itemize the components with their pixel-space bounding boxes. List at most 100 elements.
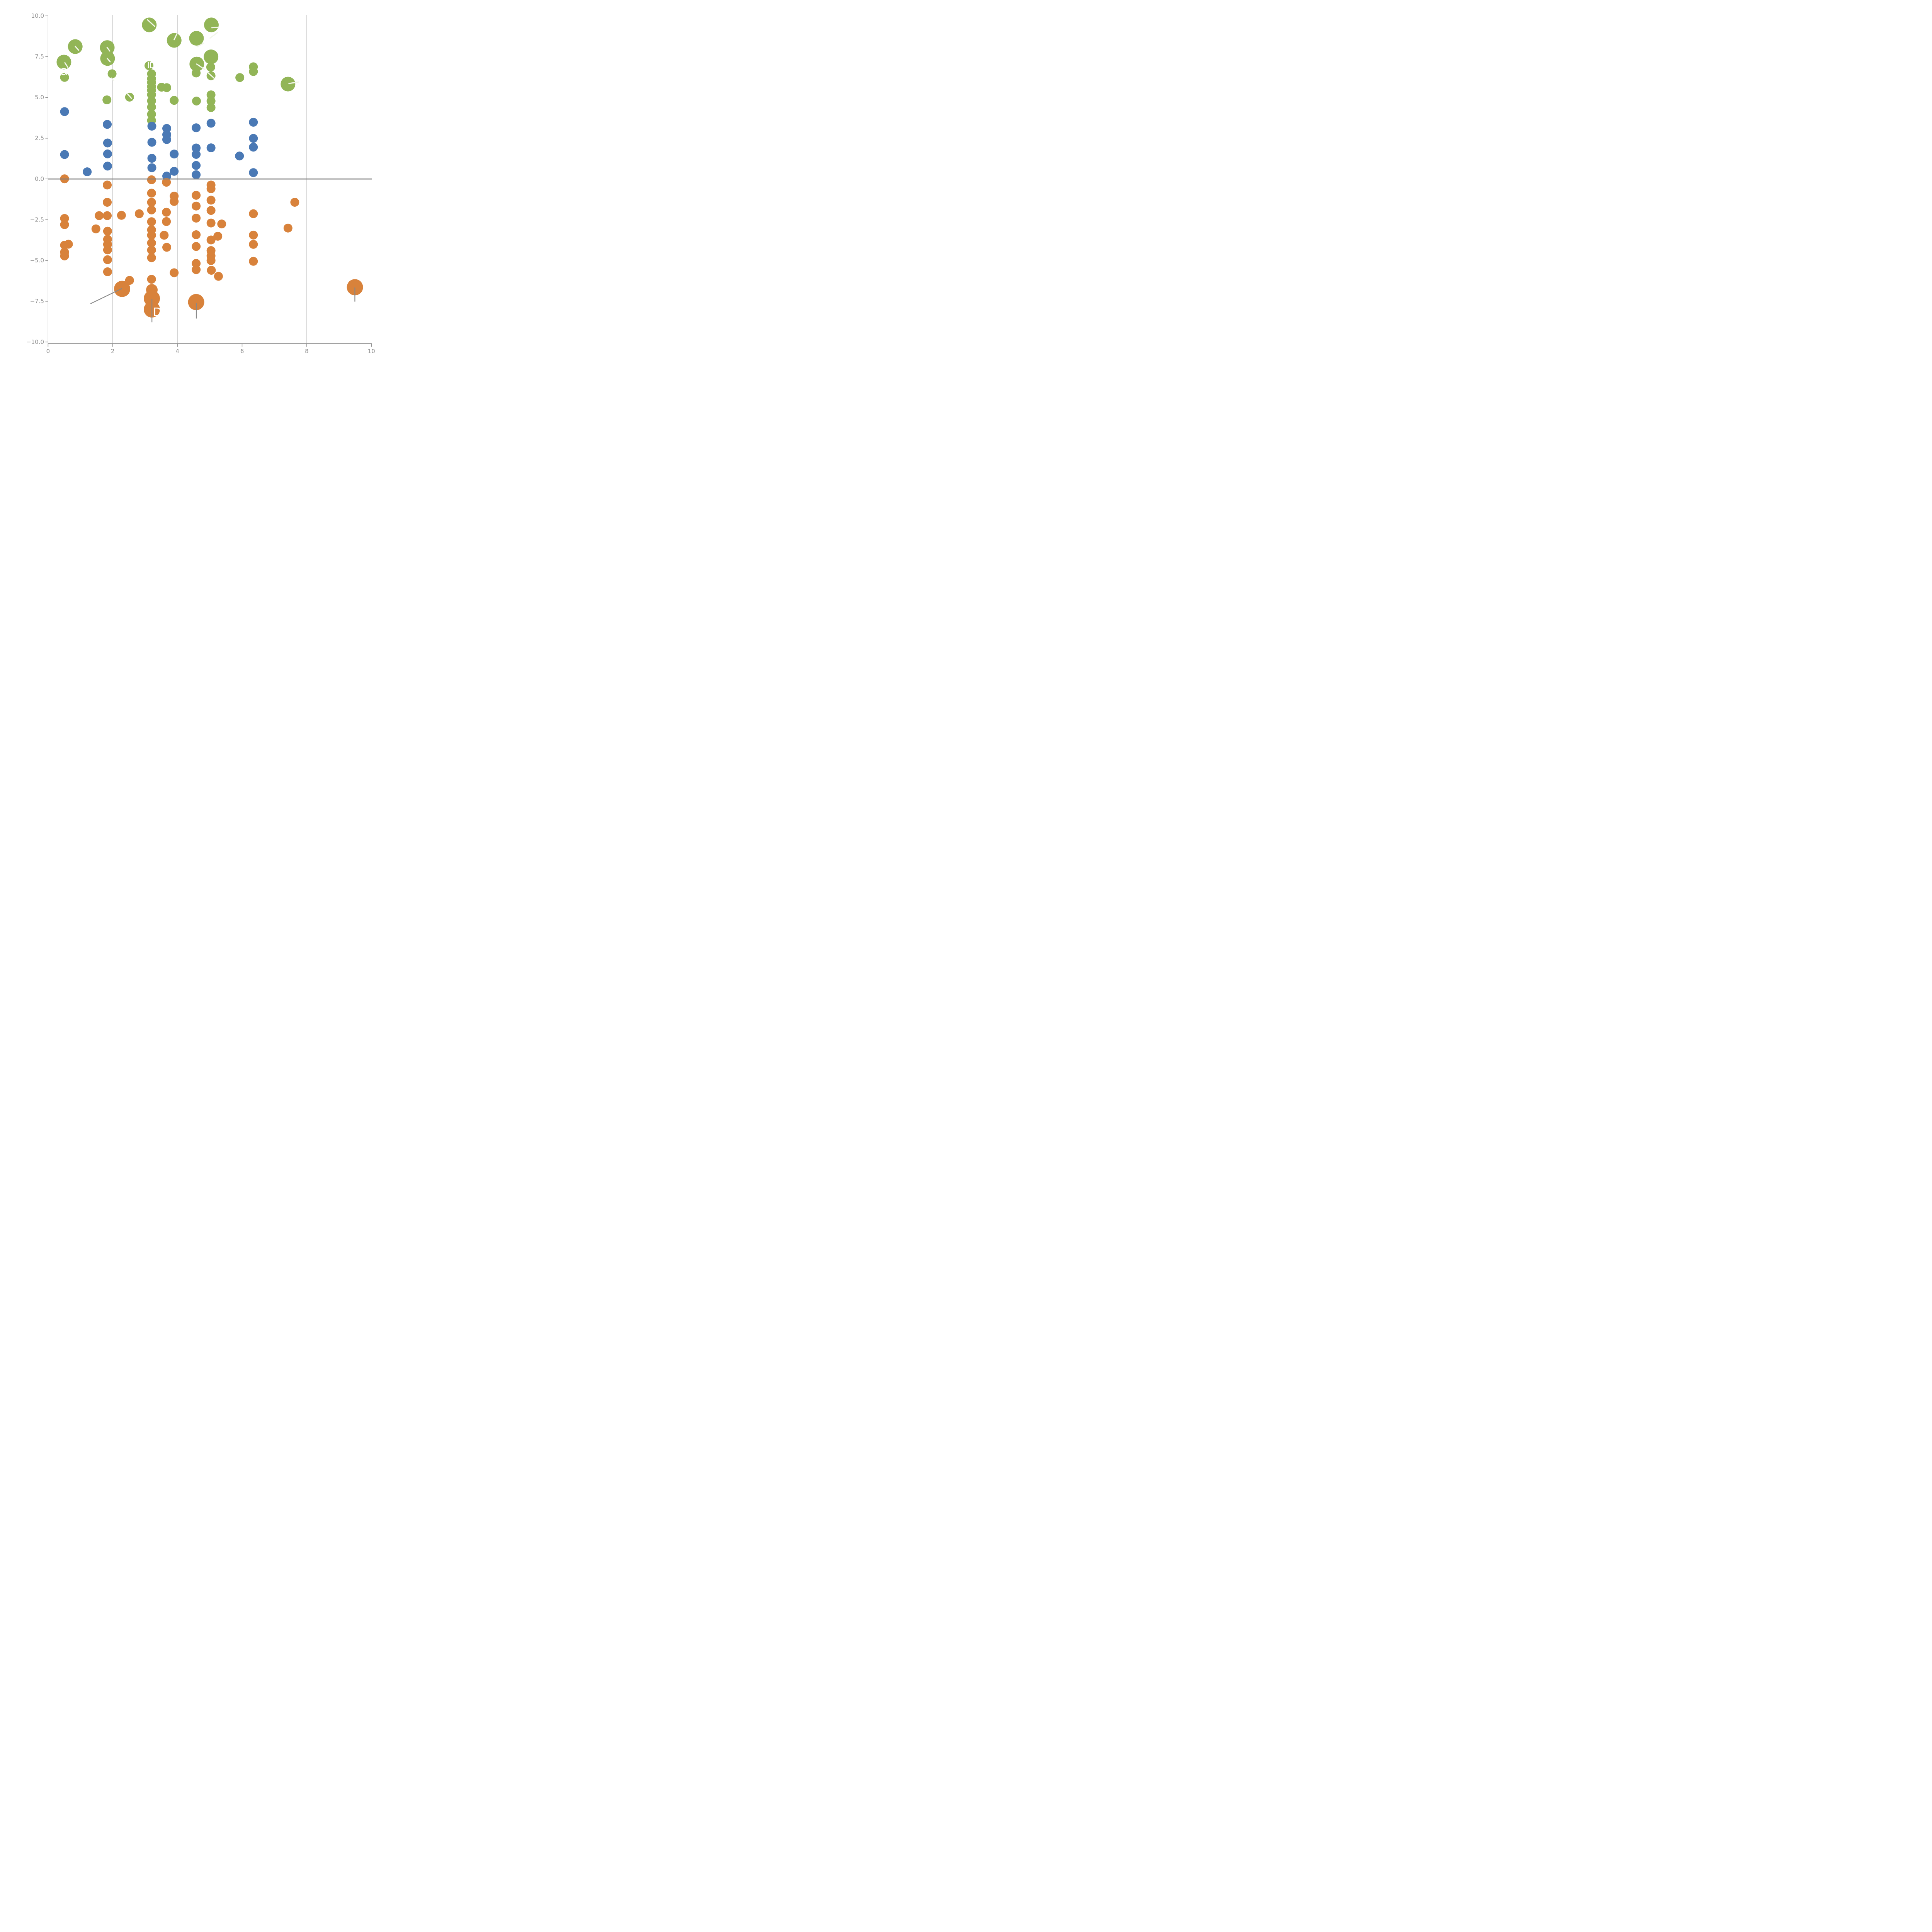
data-point-green: [206, 90, 216, 99]
data-point-orange: [170, 268, 179, 277]
y-tick-label: 0.0: [35, 175, 44, 182]
data-point-green: [204, 17, 219, 32]
data-point-blue: [103, 120, 112, 129]
x-tick-label: 10: [368, 348, 375, 355]
annotation-leader-line-white: [196, 43, 204, 48]
data-point-green: [170, 96, 179, 105]
data-point-blue: [60, 150, 69, 159]
data-point-blue: [162, 124, 172, 133]
data-point-orange: [114, 281, 131, 297]
x-tick-label: 4: [175, 348, 179, 355]
data-point-orange: [60, 220, 69, 229]
data-point-orange: [103, 245, 112, 255]
data-point-green: [204, 49, 219, 65]
data-point-blue: [235, 151, 244, 161]
data-point-orange: [91, 224, 100, 233]
data-point-green: [60, 73, 69, 82]
y-tick-label: −5.0: [30, 257, 44, 264]
data-point-orange: [162, 243, 172, 252]
data-point-orange: [147, 198, 156, 207]
annotation-leader-line-white: [111, 77, 114, 81]
data-point-orange: [217, 219, 226, 229]
data-point-green: [206, 63, 215, 72]
data-point-orange: [147, 253, 156, 262]
data-point-blue: [103, 138, 112, 148]
annotation-leader-line-white: [288, 81, 299, 84]
data-point-orange: [213, 231, 223, 241]
data-point-blue: [192, 150, 201, 159]
data-point-orange: [125, 276, 134, 285]
data-point-blue: [249, 168, 258, 177]
data-point-orange: [290, 198, 299, 207]
data-point-green: [125, 92, 134, 102]
data-point-green: [206, 103, 216, 112]
data-point-green: [102, 95, 112, 105]
data-point-orange: [95, 211, 104, 220]
data-point-blue: [170, 167, 179, 176]
data-point-orange: [134, 209, 144, 218]
annotation-leader-line-white: [211, 27, 219, 29]
annotation-label: D: [153, 306, 162, 319]
data-point-orange: [103, 180, 112, 190]
data-point-orange: [103, 198, 112, 207]
annotation-leader-line-white: [207, 72, 216, 80]
data-point-green: [147, 110, 156, 119]
annotation-leader-line-white: [127, 93, 132, 99]
data-point-blue: [162, 135, 172, 144]
data-point-blue: [206, 143, 216, 153]
data-point-orange: [160, 231, 169, 240]
data-point-green: [167, 33, 182, 48]
data-point-orange: [192, 213, 201, 223]
data-point-blue: [147, 138, 156, 147]
data-point-orange: [206, 218, 216, 228]
x-tick-label: 0: [46, 348, 50, 355]
data-point-blue: [103, 162, 112, 171]
annotation-leader-line-white: [64, 62, 68, 68]
data-point-blue: [192, 161, 201, 170]
annotation-leader-line-white: [196, 63, 206, 70]
y-tick-label: −10.0: [26, 338, 44, 345]
data-point-orange: [192, 190, 201, 200]
data-point-blue: [192, 143, 201, 153]
data-point-orange: [249, 209, 258, 218]
data-point-orange: [147, 245, 156, 255]
data-point-orange: [170, 197, 179, 206]
data-point-orange: [249, 240, 258, 249]
data-point-orange: [117, 211, 126, 220]
data-point-orange: [192, 230, 201, 240]
data-point-green: [147, 102, 156, 112]
data-point-orange: [147, 205, 156, 214]
y-tick-label: 2.5: [35, 135, 44, 142]
annotation-leader-line-white: [173, 34, 177, 41]
data-point-orange: [103, 267, 112, 276]
data-point-blue: [170, 150, 179, 159]
scatter-plot-canvas: 10.0 7.5 5.0 2.5 0.0 −2.5 −5.0 −7.5 −10.0 0 2 4 6 8 10…: [0, 0, 386, 386]
x-tick-label: 6: [240, 348, 244, 355]
data-point-blue: [60, 107, 69, 116]
data-point-orange: [214, 272, 223, 281]
data-point-orange: [60, 251, 69, 260]
data-point-blue: [83, 167, 92, 177]
data-point-blue: [147, 163, 156, 172]
annotation-leader-line-white: [106, 47, 111, 52]
data-point-green: [281, 77, 296, 92]
data-point-blue: [192, 123, 201, 133]
data-point-blue: [147, 154, 156, 163]
y-tick-label: −7.5: [30, 298, 44, 305]
annotation-leader-line-white: [209, 32, 218, 39]
data-point-orange: [206, 256, 216, 265]
data-point-green: [206, 96, 216, 105]
data-point-green: [235, 73, 245, 82]
data-point-orange: [147, 231, 156, 240]
data-point-green: [144, 61, 153, 70]
data-point-orange: [206, 206, 216, 215]
data-point-blue: [249, 143, 258, 152]
data-point-orange: [192, 259, 201, 268]
data-point-orange: [206, 184, 216, 194]
data-point-blue: [192, 170, 201, 179]
data-point-green: [147, 96, 156, 105]
data-point-orange: [192, 201, 201, 211]
data-point-orange: [103, 255, 112, 264]
data-point-blue: [249, 117, 258, 127]
y-tick-label: 5.0: [35, 94, 44, 101]
